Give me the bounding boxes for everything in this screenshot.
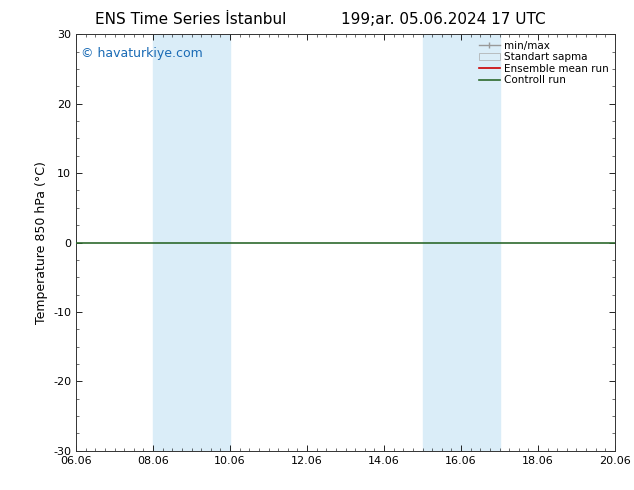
Y-axis label: Temperature 850 hPa (°C): Temperature 850 hPa (°C) — [34, 161, 48, 324]
Text: 199;ar. 05.06.2024 17 UTC: 199;ar. 05.06.2024 17 UTC — [342, 12, 546, 27]
Bar — [153, 34, 230, 451]
Legend: min/max, Standart sapma, Ensemble mean run, Controll run: min/max, Standart sapma, Ensemble mean r… — [476, 37, 612, 88]
Bar — [422, 34, 500, 451]
Text: © havaturkiye.com: © havaturkiye.com — [81, 47, 204, 60]
Text: ENS Time Series İstanbul: ENS Time Series İstanbul — [94, 12, 286, 27]
